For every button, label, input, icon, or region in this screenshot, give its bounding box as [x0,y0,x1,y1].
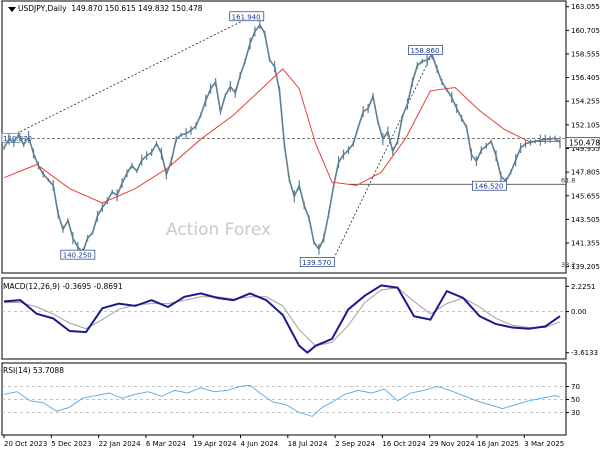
macd-tick-label: -3.6133 [571,349,598,357]
resistance-label: 150.870 [3,135,32,143]
annotation-box [299,257,335,267]
annotation-box [229,11,265,22]
rsi-tick-label: 50 [571,396,580,404]
price-tick-label: 163.055 [571,3,600,11]
price-tick-label: 145.655 [571,192,600,200]
price-tick-label: 143.505 [571,216,600,224]
macd-panel-border [1,277,567,360]
x-tick-label: 6 Mar 2024 [146,440,186,448]
ma-series [3,68,560,204]
annotation-box [60,249,96,260]
fib-label: 61.8 [561,176,575,184]
annotation-box [472,180,507,191]
macd-tick-label: 0.00 [571,308,587,316]
macd-panel: 2.2251 0.00 -3.6133 [2,283,598,357]
macd-tick-label: 2.2251 [571,283,596,291]
price-series [3,23,561,254]
x-tick-label: 16 Oct 2024 [382,440,426,448]
x-tick-label: 18 Jul 2024 [288,440,328,448]
last-price-label: 150.478 [569,139,600,148]
macd-label: MACD(12,26,9) -0.3695 -0.8691 [3,282,123,291]
rsi-series [3,384,561,417]
last-price-box [565,137,600,149]
rsi-panel: 70 50 30 [2,383,580,417]
price-tick-label: 149.955 [571,145,600,153]
watermark: Action Forex [166,220,271,240]
ohlc-label: 149.870 150.615 149.832 150.478 [71,4,203,13]
rsi-tick-label: 70 [571,383,580,391]
annotation-box [408,45,443,55]
price-tick-label: 158.555 [571,50,600,58]
price-tick-label: 152.105 [571,121,600,129]
price-tick-label: 154.255 [571,98,600,106]
annotation-label: 146.520 [474,183,503,191]
price-panel: 139.205 141.355 143.505 145.655 147.805 149.9… [1,3,600,271]
x-tick-label: 20 Oct 2023 [4,440,47,448]
rsi-panel-border [1,362,567,436]
x-tick-label: 22 Jan 2024 [99,440,142,448]
trend-line-2 [331,49,435,263]
annotation-label: 158.860 [410,47,439,55]
price-tick-label: 141.355 [571,240,600,248]
price-tick-label: 139.205 [571,263,600,271]
x-tick-label: 16 Jan 2025 [477,440,519,448]
x-tick-label: 5 Dec 2023 [51,440,91,448]
x-tick-label: 29 Nov 2024 [430,440,475,448]
price-tick-label: 156.405 [571,74,600,82]
symbol-header: USDJPY,Daily 149.870 150.615 149.832 150… [8,4,203,13]
chart-frame [1,0,567,436]
annotation-label: 140.250 [63,252,92,260]
x-tick-label: 4 Jun 2024 [241,440,279,448]
dropdown-icon[interactable] [8,6,16,12]
rsi-label: RSI(14) 53.7088 [3,366,64,375]
annotation-label: 139.570 [302,259,331,267]
x-tick-label: 2 Sep 2024 [335,440,375,448]
fib-label: 38.2 [561,261,575,269]
macd-series [3,284,561,354]
annotation-label: 161.940 [232,13,261,21]
price-tick-label: 147.805 [571,169,600,177]
rsi-tick-label: 30 [571,409,580,417]
x-axis: 20 Oct 2023 5 Dec 2023 22 Jan 2024 6 Mar 20… [3,435,564,448]
signal-series [4,287,561,347]
x-tick-label: 19 Apr 2024 [193,440,237,448]
trend-line-1 [20,16,251,132]
x-tick-label: 3 Mar 2025 [524,440,564,448]
symbol-label: USDJPY,Daily [18,4,67,13]
price-tick-label: 160.705 [571,27,600,35]
